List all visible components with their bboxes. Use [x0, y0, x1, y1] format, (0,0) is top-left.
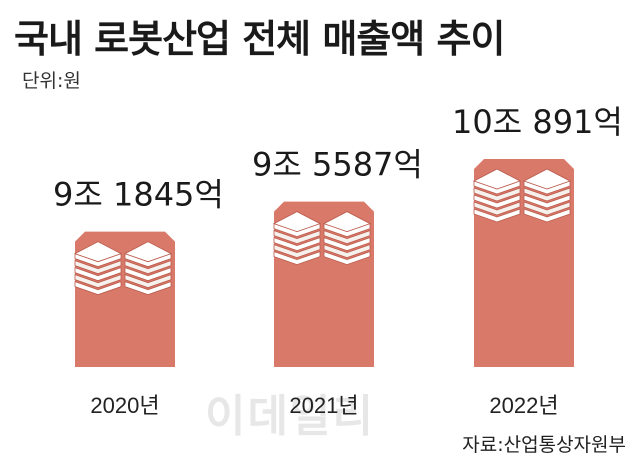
- source-label: 자료:산업통상자원부: [462, 434, 626, 456]
- chart-title: 국내 로봇산업 전체 매출액 추이: [14, 17, 505, 61]
- category-label-3: 2022년: [489, 393, 558, 418]
- value-label-3: 10조 891억: [452, 103, 623, 141]
- bar-2: [272, 201, 374, 367]
- watermark: 이데일리: [205, 391, 375, 442]
- money-stack-icon: [123, 241, 173, 296]
- category-label-1: 2020년: [90, 393, 159, 418]
- money-stack-icon: [472, 168, 522, 223]
- money-stack-icon: [272, 211, 322, 266]
- unit-label: 단위:원: [22, 70, 81, 92]
- money-stack-icon: [73, 241, 123, 296]
- value-label-2: 9조 5587억: [252, 146, 423, 184]
- category-label-2: 2021년: [289, 393, 358, 418]
- money-stack-icon: [322, 211, 372, 266]
- bar-3: [472, 158, 574, 367]
- bar-1: [73, 231, 175, 367]
- money-stack-icon: [522, 168, 572, 223]
- value-label-1: 9조 1845억: [53, 176, 224, 214]
